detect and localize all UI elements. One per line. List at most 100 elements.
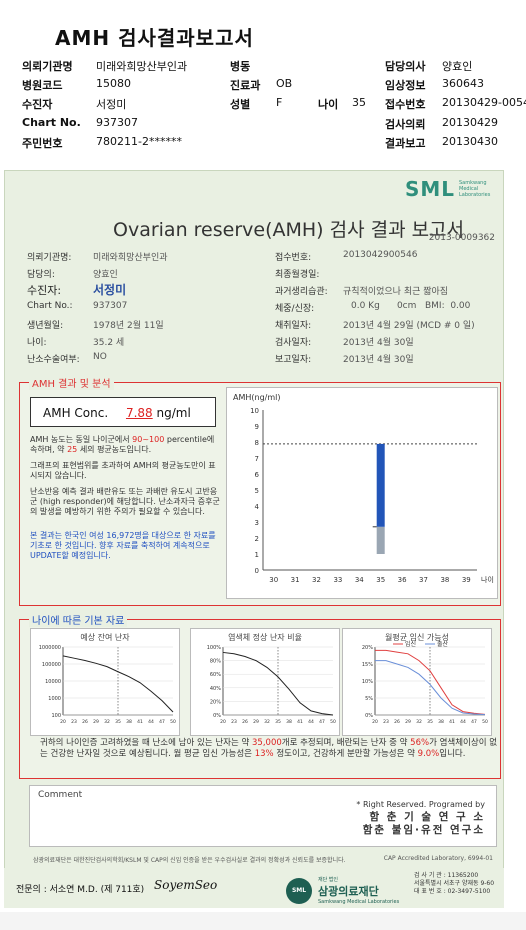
header-label: 임상정보	[385, 79, 426, 92]
info-value: 1978년 2월 11일	[93, 321, 164, 331]
report-footer: 전문의 : 서소연 M.D. (제 711호) SoyemSeo SML 재단 …	[4, 868, 504, 908]
amh-text: AMH 농도는 동일 나이군에서	[30, 435, 130, 444]
info-label: 의뢰기관명:	[27, 253, 72, 263]
header-label: 병원코드	[22, 79, 63, 92]
info-label: 담당의:	[27, 270, 55, 280]
sml-badge-icon: SML	[286, 877, 312, 904]
info-label: 접수번호:	[275, 253, 312, 263]
age-text: 개로 추정되며, 배란되는 난자 중 약	[281, 738, 408, 748]
x-tick-label: 23	[231, 719, 237, 725]
address-line: 검 사 기 관 : 11365200	[414, 872, 479, 879]
foundation-name: 삼광의료재단	[318, 885, 379, 898]
x-tick-label: 32	[416, 719, 422, 725]
info-label: 보고일자:	[275, 355, 312, 365]
info-value: 규칙적이었으나 최근 짧아짐	[343, 287, 449, 297]
mini-chart-title: 월평균 임신 가능성	[385, 633, 449, 642]
y-tick-label: 5%	[365, 696, 373, 702]
info-value: 미래와희망산부인과	[93, 253, 168, 263]
comment-label: Comment	[38, 790, 83, 800]
y-tick-label: 100	[51, 713, 61, 719]
y-tick-label: 0%	[213, 713, 221, 719]
amh-conc-label: AMH Conc.	[43, 406, 109, 420]
y-tick-label: 4	[255, 503, 260, 511]
y-tick-label: 1	[255, 551, 259, 559]
header-value: 937307	[96, 116, 138, 129]
x-tick-label: 20	[220, 719, 226, 725]
report-title: Ovarian reserve(AMH) 검사 결과 보고서	[113, 219, 465, 241]
y-tick-label: 20%	[362, 645, 373, 651]
header-value: OB	[276, 77, 293, 90]
age-text: 입니다.	[439, 749, 466, 759]
header-value: 20130430	[442, 135, 498, 148]
series-line	[375, 660, 486, 716]
y-tick-label: 0	[255, 567, 259, 575]
info-value: 2013년 4월 30일	[343, 338, 414, 348]
x-tick-label: 23	[71, 719, 77, 725]
y-tick-label: 2	[255, 535, 259, 543]
foundation-small: 재단 법인	[318, 877, 338, 883]
x-tick-label: 33	[333, 576, 342, 584]
header-value: 15080	[96, 77, 131, 90]
document-title: AMH 검사결과보고서	[55, 26, 254, 50]
y-tick-label: 15%	[362, 662, 373, 668]
header-label: 병동	[230, 60, 251, 73]
info-label: 최종월경일:	[275, 270, 320, 280]
x-tick-label: 23	[383, 719, 389, 725]
percentile-range: 90~100	[132, 435, 165, 444]
info-label: 체중/신장:	[275, 304, 315, 314]
x-tick-label: 38	[440, 576, 449, 584]
x-tick-label: 34	[355, 576, 364, 584]
info-label: 수진자:	[27, 284, 62, 297]
amh-interpretation: AMH 농도는 동일 나이군에서 90~100 percentile에 속하며,…	[30, 435, 222, 567]
header-value: 360643	[442, 77, 484, 90]
header-value: 35	[352, 96, 366, 109]
doctor-name: 전문의 : 서소연 M.D. (제 711호)	[16, 885, 145, 895]
header-label: Chart No.	[22, 116, 81, 129]
header-label: 성별	[230, 98, 251, 111]
legend-label: 출산	[437, 640, 449, 648]
x-tick-label: 29	[93, 719, 99, 725]
amh-report: SML Samkwang Medical Laboratories Ovaria…	[4, 170, 504, 870]
info-label: 과거생리습관:	[275, 287, 328, 297]
header-label: 접수번호	[385, 98, 426, 111]
y-tick-label: 9	[255, 423, 259, 431]
mini-chart-title: 예상 잔여 난자	[80, 633, 130, 642]
x-tick-label: 47	[319, 719, 325, 725]
header-value: F	[276, 96, 283, 109]
y-tick-label: 20%	[210, 699, 221, 705]
y-tick-label: 100000	[42, 662, 61, 668]
info-label: 생년월일:	[27, 321, 64, 331]
x-tick-label: 47	[471, 719, 477, 725]
sml-logo: SML Samkwang Medical Laboratories	[405, 177, 493, 201]
y-tick-label: 10%	[362, 679, 373, 685]
x-tick-label: 26	[242, 719, 248, 725]
amh-analysis-panel: AMH Conc. 7.88 ng/ml AMH 농도는 동일 나이군에서 90…	[19, 382, 501, 606]
info-value: 2013년 4월 29일 (MCD # 0 일)	[343, 321, 475, 331]
mini-chart-svg: 0% 20% 40% 60% 80% 100% 20 23 26 29 32 35 38 41 44 47 50	[207, 645, 336, 725]
amh-text: 난소반응 예측 결과 배란유도 또는 과배란 유도시 고반응군 (high re…	[30, 487, 220, 516]
info-value: 2013042900546	[343, 250, 418, 260]
normal-egg-ratio-chart: 염색체 정상 난자 비율 0% 20% 40% 60% 80% 100% 20 23 26 29 3…	[190, 628, 340, 736]
age-summary: 귀하의 나이인증 고려하였을 때 난소에 남아 있는 난자는 약 35,000개…	[40, 738, 500, 760]
y-tick-label: 6	[255, 471, 260, 479]
y-tick-label: 10000	[45, 679, 61, 685]
bar-upper-range	[376, 443, 385, 527]
y-tick-label: 3	[255, 519, 259, 527]
x-tick-label: 32	[104, 719, 110, 725]
y-tick-label: 7	[255, 455, 259, 463]
legend-label: 임신	[405, 640, 416, 648]
accreditation-note: 삼광의료재단은 대한진단검사의학회/KSLM 및 CAP의 신임 인증을 받은 …	[33, 857, 346, 864]
header-label: 나이	[318, 98, 339, 111]
y-tick-label: 8	[255, 439, 259, 447]
info-value: 양효인	[93, 270, 118, 280]
foundation-logo: SML 재단 법인 삼광의료재단 Samkwang Medical Labora…	[286, 876, 399, 905]
age-section-label: 나이에 따른 기본 자료	[29, 612, 128, 627]
amh-concentration: AMH Conc. 7.88 ng/ml	[30, 397, 216, 427]
y-tick-label: 100%	[207, 645, 222, 651]
x-tick-label: 35	[275, 719, 281, 725]
age-text: 가 염색체이상이 없는 건강한 난자일 것으로 예상됩니다. 월 평균 임신 가…	[40, 738, 498, 759]
header-label: 진료과	[230, 79, 261, 92]
x-tick-label: 35	[427, 719, 433, 725]
mini-chart-title: 염색체 정상 난자 비율	[228, 633, 302, 642]
x-tick-label: 20	[60, 719, 66, 725]
